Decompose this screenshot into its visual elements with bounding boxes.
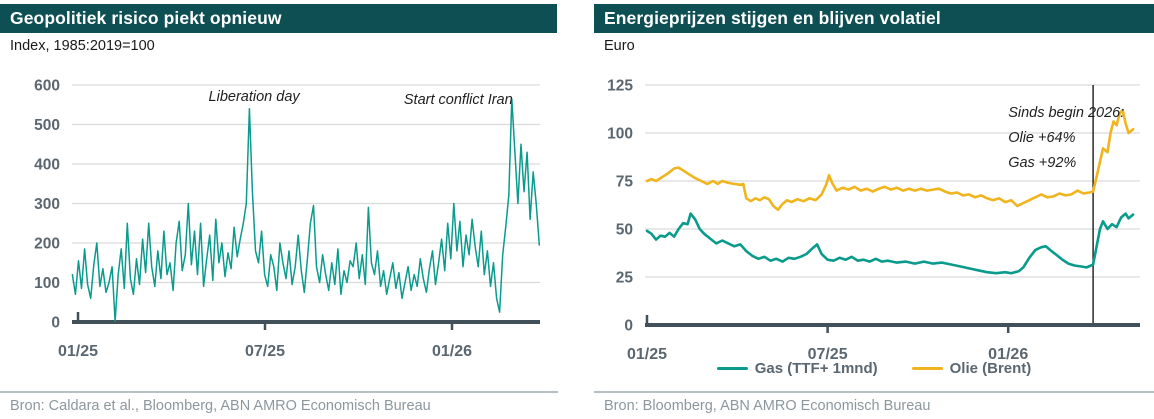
y-tick-label: 75 — [616, 174, 634, 191]
y-tick-label: 125 — [607, 78, 633, 95]
legend-label: Olie (Brent) — [949, 360, 1032, 377]
chart-annotation: Start conflict Iran — [404, 92, 513, 108]
divider-line — [0, 391, 558, 393]
x-tick-label: 07/25 — [245, 343, 285, 360]
source-note: Bron: Caldara et al., Bloomberg, ABN AMR… — [10, 398, 431, 414]
chart-annotation: Sinds begin 2026: — [1008, 105, 1124, 121]
x-tick-label: 07/25 — [808, 346, 848, 360]
chart-annotation: Gas +92% — [1008, 155, 1076, 171]
panel-title: Geopolitiek risico piekt opnieuw — [10, 8, 282, 28]
x-tick-label: 01/26 — [988, 346, 1028, 360]
y-tick-label: 200 — [34, 236, 60, 253]
olie-brent-line — [645, 108, 1135, 212]
divider-line — [594, 391, 1154, 393]
y-tick-label: 50 — [616, 222, 633, 239]
olie-line-swatch — [911, 366, 943, 371]
y-tick-label: 600 — [34, 78, 60, 95]
energy-prices-chart: 0 25 50 75 100 125 01/25 07/25 01/26 Sinds begin … — [607, 78, 1140, 360]
x-tick-label: 01/25 — [627, 346, 667, 360]
panel-title: Energieprijzen stijgen en blijven volati… — [604, 8, 941, 28]
gas-ttf-line — [645, 212, 1135, 275]
legend-item-olie: Olie (Brent) — [911, 360, 1032, 377]
y-tick-label: 0 — [51, 315, 60, 332]
y-tick-label: 25 — [616, 270, 634, 287]
panel-title-bar: Geopolitiek risico piekt opnieuw — [0, 4, 557, 33]
y-tick-label: 100 — [34, 275, 60, 292]
geopolitical-risk-chart: 0 100 200 300 400 500 600 01/25 07/25 01/26 Libera… — [34, 78, 541, 360]
axis-unit-label: Euro — [604, 38, 635, 54]
chart-legend: Gas (TTF+ 1mnd) Olie (Brent) — [594, 360, 1154, 377]
y-tick-label: 0 — [624, 318, 633, 335]
y-tick-label: 100 — [607, 126, 633, 143]
chart-annotation: Liberation day — [209, 89, 301, 105]
source-note: Bron: Bloomberg, ABN AMRO Economisch Bur… — [604, 398, 931, 414]
axis-unit-label: Index, 1985:2019=100 — [10, 38, 155, 54]
y-tick-label: 500 — [34, 117, 60, 134]
gas-line-swatch — [716, 366, 748, 371]
chart-annotation: Olie +64% — [1008, 130, 1075, 146]
y-tick-label: 400 — [34, 157, 60, 174]
geopolitical-risk-panel: Geopolitiek risico piekt opnieuw Index, … — [0, 0, 560, 419]
legend-item-gas: Gas (TTF+ 1mnd) — [716, 360, 878, 377]
energy-prices-panel: Energieprijzen stijgen en blijven volati… — [594, 0, 1154, 419]
legend-label: Gas (TTF+ 1mnd) — [754, 360, 878, 377]
panel-title-bar: Energieprijzen stijgen en blijven volati… — [594, 4, 1154, 33]
x-tick-label: 01/25 — [58, 343, 98, 360]
y-tick-label: 300 — [34, 196, 60, 213]
geopolitical-risk-index-line — [71, 98, 541, 322]
x-tick-label: 01/26 — [432, 343, 472, 360]
